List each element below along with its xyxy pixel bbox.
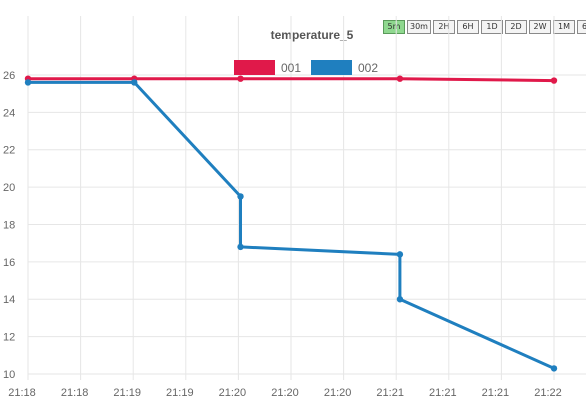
x-tick-label: 21:20 [219, 387, 247, 399]
data-point-002[interactable] [131, 79, 138, 86]
legend-swatch-002 [311, 60, 352, 75]
range-button-1m[interactable]: 1M [552, 20, 575, 34]
y-tick-label: 14 [3, 294, 15, 306]
data-point-002[interactable] [396, 251, 404, 258]
y-tick-label: 22 [3, 145, 15, 157]
chart-title: temperature_5 [271, 28, 354, 42]
x-tick-label: 21:19 [166, 387, 194, 399]
legend: 001 002 [234, 60, 378, 75]
legend-label-001: 001 [281, 61, 301, 75]
y-tick-label: 20 [3, 182, 15, 194]
x-tick-label: 21:21 [482, 387, 510, 399]
y-tick-label: 26 [3, 70, 15, 82]
x-tick-label: 21:18 [61, 387, 89, 399]
data-point-002[interactable] [237, 193, 244, 200]
x-tick-label: 21:20 [324, 387, 352, 399]
range-button-2w[interactable]: 2W [528, 20, 551, 34]
data-point-001[interactable] [396, 75, 404, 82]
y-tick-label: 18 [3, 219, 15, 231]
data-point-002[interactable] [550, 365, 558, 372]
data-point-001[interactable] [237, 75, 244, 82]
y-tick-label: 12 [3, 332, 15, 344]
x-tick-label: 21:20 [271, 387, 299, 399]
x-tick-label: 21:19 [113, 387, 141, 399]
y-tick-label: 10 [3, 369, 15, 381]
x-axis: 21:18 21:18 21:19 21:19 21:20 21:20 21:20 21:21… [8, 387, 562, 399]
range-button-2d[interactable]: 2D [504, 20, 527, 34]
x-tick-label: 21:22 [534, 387, 562, 399]
data-point-002[interactable] [237, 243, 244, 251]
range-button-5m[interactable]: 5m [383, 20, 405, 34]
grid [27, 16, 586, 380]
x-tick-label: 21:21 [429, 387, 457, 399]
data-point-002[interactable] [24, 79, 32, 86]
legend-swatch-001 [234, 60, 275, 75]
y-tick-label: 16 [3, 257, 15, 269]
series-layer [24, 75, 558, 372]
x-tick-label: 21:21 [376, 387, 404, 399]
data-point-001[interactable] [550, 77, 558, 84]
range-button-1d[interactable]: 1D [480, 20, 503, 34]
range-button-6m[interactable]: 6M [576, 20, 586, 34]
range-button-30m[interactable]: 30m [407, 20, 431, 34]
range-button-6h[interactable]: 6H [456, 20, 479, 34]
x-tick-label: 21:18 [8, 387, 36, 399]
legend-label-002: 002 [358, 61, 378, 75]
y-axis: 10 12 14 16 18 20 22 24 26 [3, 70, 15, 381]
time-range-selector: 5m30m2H6H1D2D2W1M6M [383, 20, 586, 34]
data-point-002[interactable] [396, 296, 404, 303]
y-tick-label: 24 [3, 107, 15, 119]
range-button-2h[interactable]: 2H [432, 20, 455, 34]
